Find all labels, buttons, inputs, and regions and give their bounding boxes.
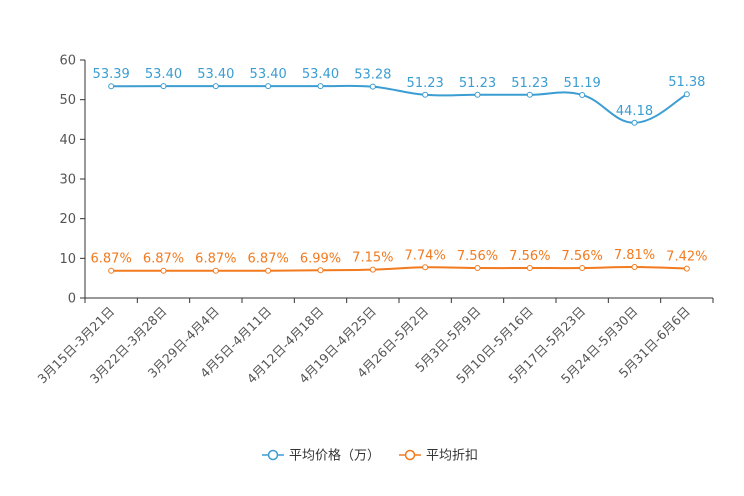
data-label: 53.40 — [302, 67, 339, 82]
series-1: 53.39 53.40 53.40 53.40 53.40 53.28 51.23 51.23… — [93, 67, 705, 126]
data-point[interactable] — [474, 91, 481, 98]
data-label: 44.18 — [616, 104, 653, 119]
data-point[interactable] — [526, 265, 533, 272]
data-point[interactable] — [369, 83, 376, 90]
y-tick-label: 40 — [59, 133, 76, 148]
data-label: 51.19 — [564, 76, 601, 91]
legend-label: 平均价格（万） — [289, 448, 380, 464]
y-tick-label: 0 — [68, 292, 76, 307]
data-point[interactable] — [631, 264, 638, 271]
series-line — [111, 84, 688, 124]
data-label: 53.40 — [197, 67, 234, 82]
data-label: 51.38 — [668, 75, 705, 90]
data-label: 7.81% — [614, 248, 655, 263]
data-point[interactable] — [631, 119, 638, 126]
data-point[interactable] — [317, 83, 324, 90]
data-label: 7.56% — [457, 249, 498, 264]
data-point[interactable] — [369, 266, 376, 273]
data-point[interactable] — [683, 91, 690, 98]
data-label: 53.40 — [250, 67, 287, 82]
data-label: 6.99% — [300, 251, 341, 266]
y-tick-label: 50 — [59, 93, 76, 108]
data-label: 6.87% — [248, 252, 289, 267]
data-label: 6.87% — [91, 252, 132, 267]
y-tick-label: 30 — [59, 173, 76, 188]
legend-marker-icon — [267, 449, 279, 461]
data-point[interactable] — [265, 267, 272, 274]
legend[interactable]: 平均价格（万） 平均折扣 — [262, 448, 478, 464]
data-label: 7.56% — [509, 249, 550, 264]
data-label: 53.39 — [93, 67, 130, 82]
legend-item-2[interactable]: 平均折扣 — [399, 449, 478, 464]
y-tick-label: 10 — [59, 252, 76, 267]
data-point[interactable] — [579, 265, 586, 272]
data-point[interactable] — [579, 91, 586, 98]
data-label: 7.42% — [666, 250, 707, 265]
data-label: 6.87% — [195, 252, 236, 267]
data-label: 51.23 — [511, 76, 548, 91]
data-point[interactable] — [317, 267, 324, 274]
data-point[interactable] — [160, 83, 167, 90]
data-label: 7.74% — [405, 248, 446, 263]
data-label: 53.40 — [145, 67, 182, 82]
data-point[interactable] — [212, 83, 219, 90]
data-point[interactable] — [526, 91, 533, 98]
y-tick-label: 60 — [59, 54, 76, 69]
data-label: 7.56% — [562, 249, 603, 264]
axes: 01020304050603月15日-3月21日3月22日-3月28日3月29日… — [34, 54, 714, 386]
data-label: 51.23 — [459, 76, 496, 91]
data-label: 51.23 — [407, 76, 444, 91]
legend-label: 平均折扣 — [426, 449, 478, 464]
data-label: 7.15% — [352, 251, 393, 266]
data-point[interactable] — [422, 264, 429, 271]
legend-marker-icon — [404, 449, 416, 461]
data-point[interactable] — [108, 83, 115, 90]
data-point[interactable] — [108, 267, 115, 274]
data-point[interactable] — [422, 91, 429, 98]
legend-item-1[interactable]: 平均价格（万） — [262, 448, 380, 464]
data-point[interactable] — [683, 265, 690, 272]
data-label: 53.28 — [354, 68, 391, 83]
data-point[interactable] — [212, 267, 219, 274]
data-point[interactable] — [474, 265, 481, 272]
series-layer: 53.39 53.40 53.40 53.40 53.40 53.28 51.23 51.23… — [91, 67, 707, 274]
series-line — [111, 266, 687, 272]
series-2: 6.87% 6.87% 6.87% 6.87% 6.99% 7.15% 7.74% 7.56%… — [91, 248, 707, 274]
data-label: 6.87% — [143, 252, 184, 267]
data-point[interactable] — [265, 83, 272, 90]
data-point[interactable] — [160, 267, 167, 274]
y-tick-label: 20 — [59, 212, 76, 227]
